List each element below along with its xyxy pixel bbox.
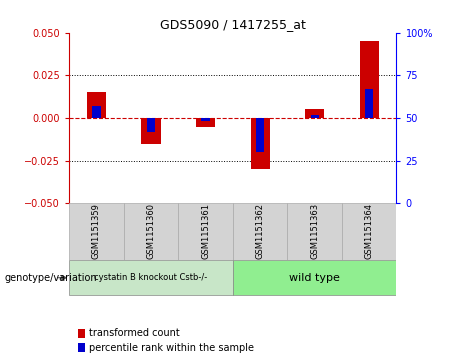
Text: GSM1151362: GSM1151362 xyxy=(255,203,265,260)
Bar xyxy=(365,89,373,118)
Text: cystatin B knockout Cstb-/-: cystatin B knockout Cstb-/- xyxy=(95,273,207,282)
Bar xyxy=(256,118,264,152)
Text: GSM1151360: GSM1151360 xyxy=(147,203,155,260)
Text: GSM1151364: GSM1151364 xyxy=(365,203,374,260)
Bar xyxy=(305,110,324,118)
Text: wild type: wild type xyxy=(289,273,340,283)
Text: percentile rank within the sample: percentile rank within the sample xyxy=(89,343,254,353)
Bar xyxy=(233,203,287,260)
Bar xyxy=(92,106,100,118)
Bar xyxy=(196,118,215,127)
Text: GSM1151361: GSM1151361 xyxy=(201,203,210,260)
Bar xyxy=(124,203,178,260)
Text: genotype/variation: genotype/variation xyxy=(5,273,97,283)
Bar xyxy=(233,260,396,295)
Bar xyxy=(142,118,160,144)
Title: GDS5090 / 1417255_at: GDS5090 / 1417255_at xyxy=(160,19,306,32)
Bar xyxy=(311,115,319,118)
Bar xyxy=(69,203,124,260)
Bar xyxy=(147,118,155,132)
Bar xyxy=(287,203,342,260)
Bar xyxy=(69,260,233,295)
Bar xyxy=(342,203,396,260)
Bar xyxy=(201,118,210,121)
Text: transformed count: transformed count xyxy=(89,328,179,338)
Bar xyxy=(360,41,379,118)
Text: GSM1151359: GSM1151359 xyxy=(92,204,101,259)
Text: GSM1151363: GSM1151363 xyxy=(310,203,319,260)
Bar xyxy=(178,203,233,260)
Bar xyxy=(250,118,270,169)
Bar xyxy=(87,93,106,118)
